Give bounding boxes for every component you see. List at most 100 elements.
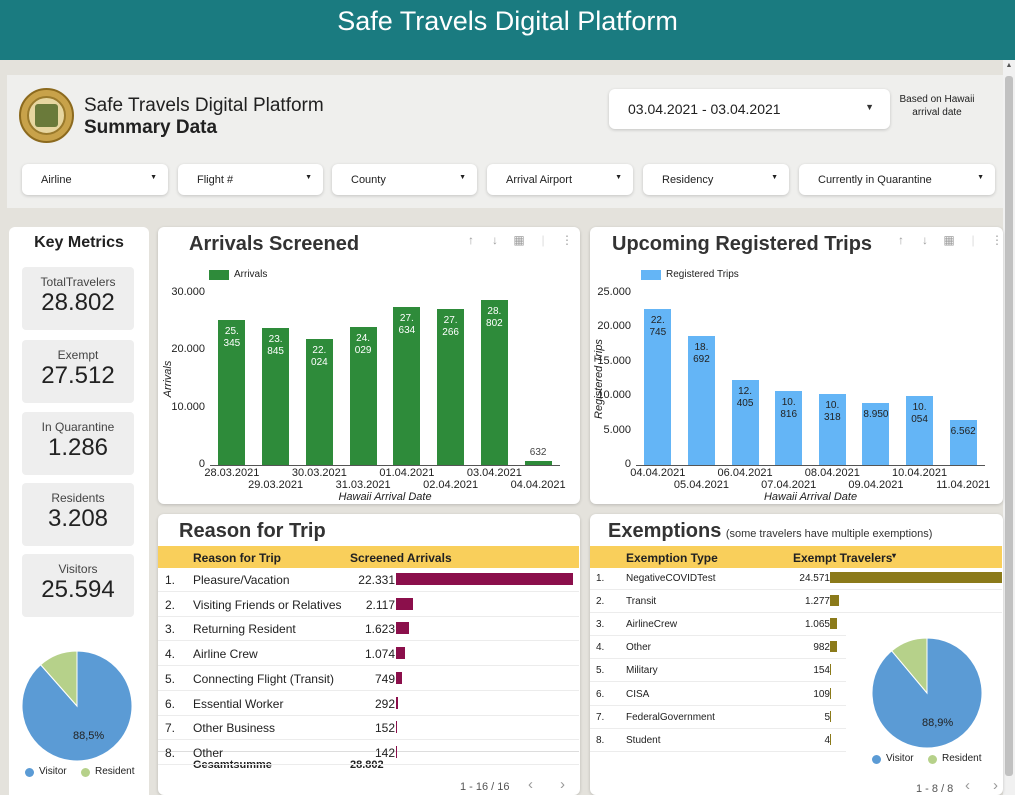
table-row[interactable]: 1. Pleasure/Vacation 22.331 xyxy=(158,568,579,592)
filter-currently-in-quarantine[interactable]: Currently in Quarantine ▼ xyxy=(799,164,995,195)
hawaii-seal-logo xyxy=(19,88,74,143)
row-exemption: Transit xyxy=(626,596,657,608)
table-row[interactable]: 3. Returning Resident 1.623 xyxy=(158,617,579,642)
export-icon[interactable]: ▦ xyxy=(513,233,525,247)
pie-slice-resident[interactable] xyxy=(39,651,78,708)
trips-bar[interactable] xyxy=(775,390,803,465)
trips-bar[interactable] xyxy=(644,308,672,465)
row-exemption: AirlineCrew xyxy=(626,619,678,631)
arrivals-bar-label: 28. 802 xyxy=(486,305,503,329)
metric-value: 27.512 xyxy=(41,362,115,389)
filter-airline[interactable]: Airline ▼ xyxy=(22,164,168,195)
trips-bar[interactable] xyxy=(818,394,846,465)
filter-residency[interactable]: Residency ▼ xyxy=(643,164,789,195)
arrivals-bar[interactable] xyxy=(437,308,465,465)
table-row[interactable]: 2. Visiting Friends or Relatives 2.117 xyxy=(158,593,579,617)
arrivals-col-header[interactable]: Screened Arrivals xyxy=(350,551,452,565)
exempt-travelers-col-header[interactable]: Exempt Travelers xyxy=(793,551,893,565)
more-icon[interactable]: ⋮ xyxy=(991,233,1003,247)
next-page-icon[interactable]: › xyxy=(993,777,998,794)
trips-bar[interactable] xyxy=(949,419,977,465)
row-value: 142 xyxy=(374,745,395,760)
next-page-icon[interactable]: › xyxy=(560,776,565,793)
arrivals-bar[interactable] xyxy=(218,319,246,465)
sort-up-icon[interactable]: ↑ xyxy=(898,233,904,247)
table-row[interactable]: 7. Other Business 152 xyxy=(158,716,579,741)
table-row[interactable]: 3. AirlineCrew 1.065 xyxy=(590,613,846,637)
arrivals-bar-label: 27. 266 xyxy=(442,314,459,338)
row-value: 4 xyxy=(824,734,830,746)
arrivals-bar[interactable] xyxy=(480,299,508,465)
more-icon[interactable]: ⋮ xyxy=(561,233,573,247)
table-row[interactable]: 4. Airline Crew 1.074 xyxy=(158,642,579,667)
table-row[interactable]: 4. Other 982 xyxy=(590,636,846,660)
trips-y-tick: 10.000 xyxy=(597,389,631,402)
filter-label: Flight # xyxy=(197,174,234,186)
table-row[interactable]: 6. CISA 109 xyxy=(590,683,846,706)
trips-bar[interactable] xyxy=(731,379,759,465)
pie-slice-resident[interactable] xyxy=(890,638,928,695)
table-row[interactable]: 5. Military 154 xyxy=(590,659,846,683)
prev-page-icon[interactable]: ‹ xyxy=(965,777,970,794)
arrivals-bar[interactable] xyxy=(305,338,333,465)
date-range-picker[interactable]: 03.04.2021 - 03.04.2021 ▼ xyxy=(609,89,890,129)
row-number: 2. xyxy=(596,596,605,608)
trips-bar-label: 22. 745 xyxy=(649,314,667,338)
table-row[interactable]: 7. FederalGovernment 5 xyxy=(590,706,846,729)
filter-label: Airline xyxy=(41,174,72,186)
trips-x-tick: 08.04.2021 xyxy=(804,467,860,479)
trips-bar-label: 18. 692 xyxy=(693,342,710,366)
filter-county[interactable]: County ▼ xyxy=(332,164,477,195)
trips-bar[interactable] xyxy=(862,403,890,465)
export-icon[interactable]: ▦ xyxy=(943,233,955,247)
trips-legend-label[interactable]: Registered Trips xyxy=(666,269,739,280)
metric-value: 1.286 xyxy=(47,434,109,461)
sort-arrow-icon[interactable]: ▾ xyxy=(892,551,897,560)
arrivals-bar-label: 23. 845 xyxy=(267,334,284,358)
legend-label-visitor[interactable]: Visitor xyxy=(886,753,914,764)
trips-bar[interactable] xyxy=(906,395,934,465)
arrivals-bar[interactable] xyxy=(393,306,421,465)
exemptions-visitor-pie: 88,9% xyxy=(872,638,982,748)
reason-col-header[interactable]: Reason for Trip xyxy=(193,551,282,565)
legend-label-resident[interactable]: Resident xyxy=(942,753,982,764)
row-value: 24.571 xyxy=(799,573,830,584)
table-row[interactable]: 8. Other 142 xyxy=(158,741,579,765)
filter-arrival-airport[interactable]: Arrival Airport ▼ xyxy=(487,164,633,195)
row-bar xyxy=(396,647,405,660)
table-row[interactable]: 8. Student 4 xyxy=(590,729,846,752)
reason-total-row: Gesamtsumme 28.802 xyxy=(158,751,579,779)
metric-exempt: Exempt 27.512 xyxy=(22,340,134,403)
row-exemption: NegativeCOVIDTest xyxy=(626,573,716,584)
row-bar xyxy=(830,618,838,630)
exemption-type-col-header[interactable]: Exemption Type xyxy=(626,551,718,565)
row-exemption: CISA xyxy=(626,688,650,700)
row-reason: Connecting Flight (Transit) xyxy=(193,671,334,686)
prev-page-icon[interactable]: ‹ xyxy=(528,776,533,793)
row-exemption: Student xyxy=(626,734,661,746)
trips-x-tick: 07.04.2021 xyxy=(761,479,817,491)
trips-bar[interactable] xyxy=(687,336,715,465)
table-row[interactable]: 6. Essential Worker 292 xyxy=(158,692,579,716)
legend-label-resident[interactable]: Resident xyxy=(95,766,135,777)
table-row[interactable]: 5. Connecting Flight (Transit) 749 xyxy=(158,667,579,691)
row-value: 5 xyxy=(824,711,830,723)
filter-flight[interactable]: Flight # ▼ xyxy=(178,164,323,195)
arrivals-bar[interactable] xyxy=(349,327,377,465)
trips-y-tick: 0 xyxy=(624,458,631,470)
legend-label-visitor[interactable]: Visitor xyxy=(39,766,67,777)
arrivals-bar[interactable] xyxy=(262,328,290,465)
table-row[interactable]: 2. Transit 1.277 xyxy=(590,590,1002,614)
row-value: 1.074 xyxy=(364,647,395,662)
trips-y-tick: 20.000 xyxy=(597,320,631,333)
sort-down-icon[interactable]: ↓ xyxy=(492,233,498,247)
scrollbar-thumb[interactable] xyxy=(1005,76,1013,776)
table-row[interactable]: 1. NegativeCOVIDTest 24.571 xyxy=(590,567,1002,590)
arrivals-bar[interactable] xyxy=(524,461,552,465)
arrivals-legend-label[interactable]: Arrivals xyxy=(234,269,268,280)
sort-up-icon[interactable]: ↑ xyxy=(468,233,474,247)
row-bar xyxy=(396,721,398,734)
scroll-up-arrow-icon[interactable]: ▲ xyxy=(1005,62,1013,69)
total-label: Gesamtsumme xyxy=(193,759,272,771)
sort-down-icon[interactable]: ↓ xyxy=(922,233,928,247)
